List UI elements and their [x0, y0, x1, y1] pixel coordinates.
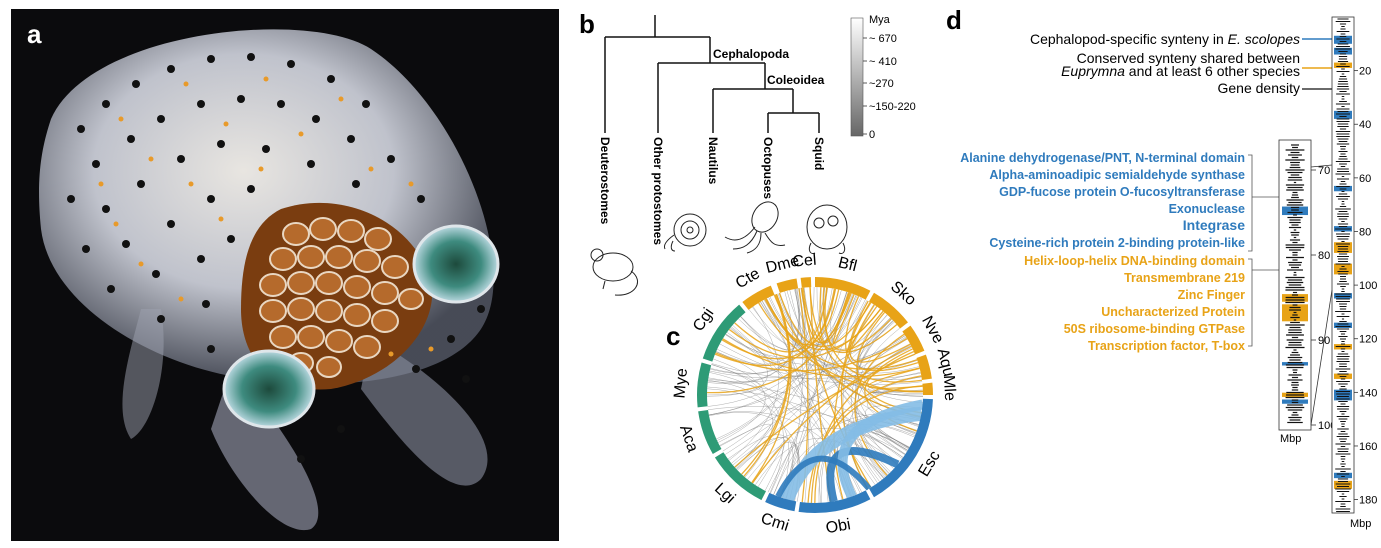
species-label: Cgi: [690, 305, 718, 334]
domain-label-orange: Uncharacterized Protein: [1101, 305, 1245, 319]
taxon-octopuses: Octopuses: [761, 137, 775, 199]
chrom-axis-unit: Mbp: [1350, 518, 1371, 530]
species-label: Aqu: [934, 347, 957, 379]
zoom-axis-unit: Mbp: [1280, 433, 1301, 445]
chrom-axis-tick: 60: [1359, 173, 1371, 185]
domain-label-blue: GDP-fucose protein O-fucosyltransferase: [999, 185, 1245, 199]
domain-label-blue: Integrase: [1183, 217, 1245, 233]
clade-cephalopoda: Cephalopoda: [713, 47, 789, 61]
mya-tick: ~ 670: [869, 33, 897, 45]
legend-specific: Cephalopod-specific synteny in E. scolop…: [1030, 31, 1300, 47]
circos-segment: [702, 304, 746, 362]
chrom-axis-tick: 160: [1359, 441, 1377, 453]
circos-segment: [922, 382, 933, 395]
panel-label-d: d: [946, 5, 962, 35]
panel-label-c: c: [666, 321, 680, 351]
circos-segment: [765, 492, 797, 512]
circos-segment: [776, 278, 799, 293]
mya-unit: Mya: [869, 14, 891, 26]
taxon-squid: Squid: [812, 137, 826, 170]
domain-label-orange: 50S ribosome-binding GTPase: [1064, 322, 1245, 336]
circos-segment: [714, 452, 766, 501]
species-label: Sko: [887, 278, 919, 309]
taxon-nautilus: Nautilus: [706, 137, 720, 185]
domain-label-blue: Cysteine-rich protein 2-binding protein-…: [989, 236, 1245, 250]
chrom-axis-tick: 140: [1359, 387, 1377, 399]
domain-label-orange: Zinc Finger: [1178, 288, 1246, 302]
chord-links: [706, 287, 924, 504]
squid-sketch: [806, 204, 848, 254]
synteny-block: [1282, 206, 1308, 216]
zoom-axis-tick: 70: [1318, 165, 1330, 177]
mouse-sketch: [590, 248, 638, 296]
chrom-axis-tick: 120: [1359, 334, 1377, 346]
taxon-other-protostomes: Other protostomes: [651, 137, 665, 245]
mya-tick: 0: [869, 129, 875, 141]
circos-segment: [869, 292, 908, 329]
panel-label-b: b: [579, 9, 595, 39]
circos-segment: [697, 362, 712, 408]
zoom-axis-tick: 80: [1318, 250, 1330, 262]
circos-segment: [815, 277, 871, 300]
nautilus-sketch: [664, 213, 707, 252]
synteny-block: [1282, 362, 1308, 366]
circos-segment: [800, 277, 812, 288]
circos-segment: [798, 490, 871, 513]
squid-photo: a: [11, 9, 559, 541]
species-label: Cmi: [759, 510, 791, 535]
synteny-block: [1282, 399, 1308, 404]
mya-gradient: [850, 17, 864, 137]
chrom-axis-tick: 100: [1359, 280, 1377, 292]
gene-density-figure: d Cephalopod-specific synteny in E. scol…: [946, 5, 1377, 530]
chrom-axis-tick: 40: [1359, 119, 1371, 131]
tree-branches: [604, 15, 820, 133]
chrom-axis-tick: 180: [1359, 495, 1377, 507]
domain-label-blue: Exonuclease: [1169, 202, 1245, 216]
domain-label-blue: Alpha-aminoadipic semialdehyde synthase: [989, 168, 1245, 182]
circos-segment: [742, 285, 775, 310]
domain-label-blue: Alanine dehydrogenase/PNT, N-terminal do…: [960, 151, 1245, 165]
species-label: Bfl: [836, 254, 858, 275]
chrom-axis-tick: 80: [1359, 226, 1371, 238]
panel-label-a: a: [27, 19, 42, 49]
synteny-block: [1334, 293, 1352, 299]
synteny-block: [1334, 62, 1352, 68]
taxon-deuterostomes: Deuterostomes: [598, 137, 612, 225]
octopus-sketch: [724, 201, 786, 254]
mya-tick: ~150-220: [869, 101, 916, 113]
chrom-axis-tick: 20: [1359, 66, 1371, 78]
legend-conserved-1: Conserved synteny shared between: [1077, 50, 1300, 66]
circos-segment: [698, 410, 722, 454]
domain-label-orange: Transcription factor, T-box: [1088, 339, 1245, 353]
synteny-block: [1334, 389, 1352, 401]
species-label: Cte: [733, 265, 763, 292]
circos-segment: [916, 354, 932, 380]
circos-segment: [902, 325, 925, 355]
domain-label-orange: Helix-loop-helix DNA-binding domain: [1024, 254, 1245, 268]
legend-gene-density: Gene density: [1218, 80, 1301, 96]
legend-conserved-2: Euprymna and at least 6 other species: [1061, 63, 1300, 79]
species-label: Obi: [824, 516, 851, 537]
phylogeny-tree: b Cephalopoda Coleoidea Deuterostomes Ot…: [579, 9, 916, 296]
circos-segment: [869, 398, 933, 498]
synteny-block: [1334, 242, 1352, 253]
species-label: Aca: [676, 423, 701, 455]
synteny-block: [1334, 35, 1352, 44]
synteny-block: [1334, 472, 1352, 479]
species-label: Lgi: [711, 480, 738, 507]
species-label: Mye: [671, 367, 691, 399]
species-label: Cel: [792, 252, 817, 271]
clade-coleoidea: Coleoidea: [767, 73, 825, 87]
synteny-block: [1334, 322, 1352, 329]
mya-tick: ~270: [869, 78, 894, 90]
synteny-block: [1334, 480, 1352, 489]
mya-tick: ~ 410: [869, 56, 897, 68]
domain-label-orange: Transmembrane 219: [1124, 271, 1245, 285]
species-label: Mle: [940, 375, 958, 402]
synteny-block: [1334, 110, 1352, 119]
